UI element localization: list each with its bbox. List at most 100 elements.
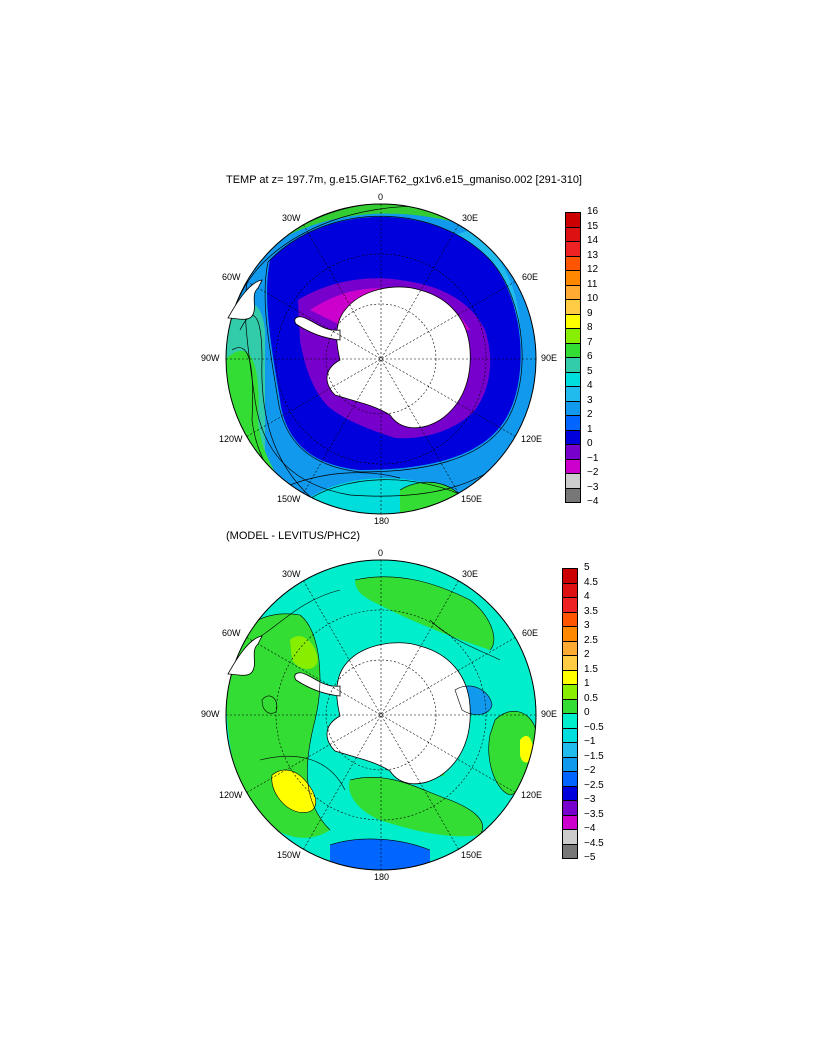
panel1-lon-label: 60W [222, 272, 241, 282]
panel1-colorbar-swatch [565, 328, 581, 344]
panel1-lon-label: 0 [378, 192, 384, 202]
panel2-lon-label: 30E [462, 569, 479, 579]
panel2-colorbar-tick-label: −2.5 [584, 779, 604, 791]
panel2-lon-label: 0 [378, 548, 384, 558]
panel1-colorbar-swatch [565, 415, 581, 431]
panel1-lon-label: 120W [219, 434, 243, 444]
panel1-lon-label: 30W [282, 213, 301, 223]
panel1-temperature-field [226, 204, 536, 514]
panel2-colorbar-tick-label: −3 [584, 794, 596, 805]
panel1-colorbar-swatch [565, 473, 581, 489]
panel2-colorbar-swatch [562, 626, 578, 642]
panel1-colorbar-swatch [565, 444, 581, 460]
panel2-lon-label: 90E [541, 709, 558, 719]
panel1-colorbar-tick-label: 2 [587, 409, 593, 420]
panel1-colorbar-tick-label: 3 [587, 394, 593, 406]
panel2-colorbar-swatch [562, 785, 578, 801]
panel1-lon-label: 180 [374, 516, 390, 526]
panel2-colorbar-swatch [562, 597, 578, 613]
panel2-lon-label: 90W [201, 709, 220, 719]
panel1-colorbar-tick-label: 10 [587, 293, 599, 304]
panel1-colorbar-swatch [565, 386, 581, 402]
panel1-colorbar-swatch [565, 299, 581, 315]
panel1-colorbar-swatch [565, 371, 581, 387]
panel1-colorbar-tick-label: 8 [587, 322, 593, 333]
panel1-lon-label: 150E [461, 494, 483, 504]
panel1-lon-label: 60E [522, 272, 539, 282]
panel2-colorbar-tick-label: 4 [584, 591, 590, 602]
panel2-colorbar-swatch [562, 582, 578, 598]
panel1-colorbar-tick-label: 14 [587, 235, 599, 246]
panel1-colorbar-tick-label: 7 [587, 336, 593, 348]
panel2-colorbar-swatch [562, 727, 578, 743]
panel1-colorbar-swatch [565, 458, 581, 474]
panel2-lon-label: 60E [522, 628, 539, 638]
panel1-colorbar-tick-label: −3 [587, 481, 599, 493]
panel2-colorbar-tick-label: −1 [584, 736, 596, 747]
panel1-colorbar-tick-label: 15 [587, 220, 599, 232]
panel2-colorbar-tick-label: 1 [584, 678, 590, 689]
panel2-colorbar: 5 4.5 4 3.5 3 2.5 2 1.5 1 0.5 0 −0.5 −1 −1.5 −2 −2.5 −3 −… [562, 562, 622, 864]
panel1-colorbar-swatch [565, 255, 581, 271]
panel1-colorbar-swatch [565, 487, 581, 503]
panel1-colorbar-tick-label: 0 [587, 438, 593, 449]
panel2-colorbar-tick-label: −4.5 [584, 837, 604, 849]
panel1-title: TEMP at z= 197.7m, g.e15.GIAF.T62_gx1v6.… [226, 174, 582, 186]
panel1-lon-label: 150W [277, 494, 301, 504]
panel1-colorbar-swatch [565, 400, 581, 416]
panel2-colorbar-swatch [562, 611, 578, 627]
panel2-lon-label: 120E [521, 790, 543, 800]
panel2-colorbar-tick-label: 4.5 [584, 576, 598, 588]
panel2-colorbar-swatch [562, 771, 578, 787]
panel1-colorbar-swatch [565, 429, 581, 445]
panel1-colorbar-tick-label: 12 [587, 264, 599, 275]
panel2-lon-label: 120W [219, 790, 243, 800]
panel2-lon-label: 150E [461, 850, 483, 860]
panel2-difference-field [226, 560, 536, 870]
panel1-colorbar-tick-label: −2 [587, 467, 599, 478]
panel2-colorbar-tick-label: −1.5 [584, 750, 604, 762]
panel2-lon-label: 60W [222, 628, 241, 638]
panel2-colorbar-swatch [562, 640, 578, 656]
panel2-colorbar-tick-label: 1.5 [584, 663, 598, 675]
panel1-colorbar-swatch [565, 212, 581, 228]
panel2-colorbar-swatch [562, 800, 578, 816]
panel2-colorbar-tick-label: −0.5 [584, 721, 604, 733]
panel1-colorbar-swatch [565, 357, 581, 373]
panel2-colorbar-tick-label: −3.5 [584, 808, 604, 820]
panel2-colorbar-tick-label: 3 [584, 620, 590, 631]
panel1-colorbar-swatch [565, 342, 581, 358]
panel2-colorbar-tick-label: 5 [584, 562, 590, 573]
panel2-colorbar-swatch [562, 756, 578, 772]
panel1-colorbar-tick-label: 16 [587, 206, 599, 217]
panel2-colorbar-tick-label: 2 [584, 649, 590, 660]
panel2-colorbar-tick-label: −4 [584, 823, 596, 834]
panel2-lon-label: 150W [277, 850, 301, 860]
panel2-colorbar-swatch [562, 742, 578, 758]
panel1-colorbar-swatch [565, 226, 581, 242]
panel2-colorbar-swatch [562, 843, 578, 859]
panel2-colorbar-swatch [562, 698, 578, 714]
panel2-colorbar-swatch [562, 669, 578, 685]
panel2-colorbar-tick-label: 3.5 [584, 605, 598, 617]
panel2-colorbar-swatch [562, 713, 578, 729]
panel2-colorbar-swatch [562, 829, 578, 845]
panel1-colorbar-tick-label: 1 [587, 423, 593, 435]
panel1-colorbar-tick-label: 9 [587, 307, 593, 319]
panel2-colorbar-swatch [562, 684, 578, 700]
panel1-colorbar-swatch [565, 241, 581, 257]
panel1-colorbar-tick-label: 5 [587, 365, 593, 377]
panel1-colorbar-tick-label: 6 [587, 351, 593, 362]
panel2-colorbar-tick-label: 2.5 [584, 634, 598, 646]
panel1-colorbar-tick-label: 13 [587, 249, 599, 261]
panel1-lon-label: 90W [201, 353, 220, 363]
panel1-colorbar-tick-label: −1 [587, 452, 599, 464]
panel1-lon-label: 90E [541, 353, 558, 363]
panel1-colorbar-swatch [565, 284, 581, 300]
panel2-colorbar-tick-label: 0.5 [584, 692, 598, 704]
panel1-colorbar-tick-label: 4 [587, 380, 593, 391]
panel2-colorbar-swatch [562, 814, 578, 830]
panel2-lon-label: 180 [374, 872, 390, 882]
panel2-colorbar-tick-label: −2 [584, 765, 596, 776]
